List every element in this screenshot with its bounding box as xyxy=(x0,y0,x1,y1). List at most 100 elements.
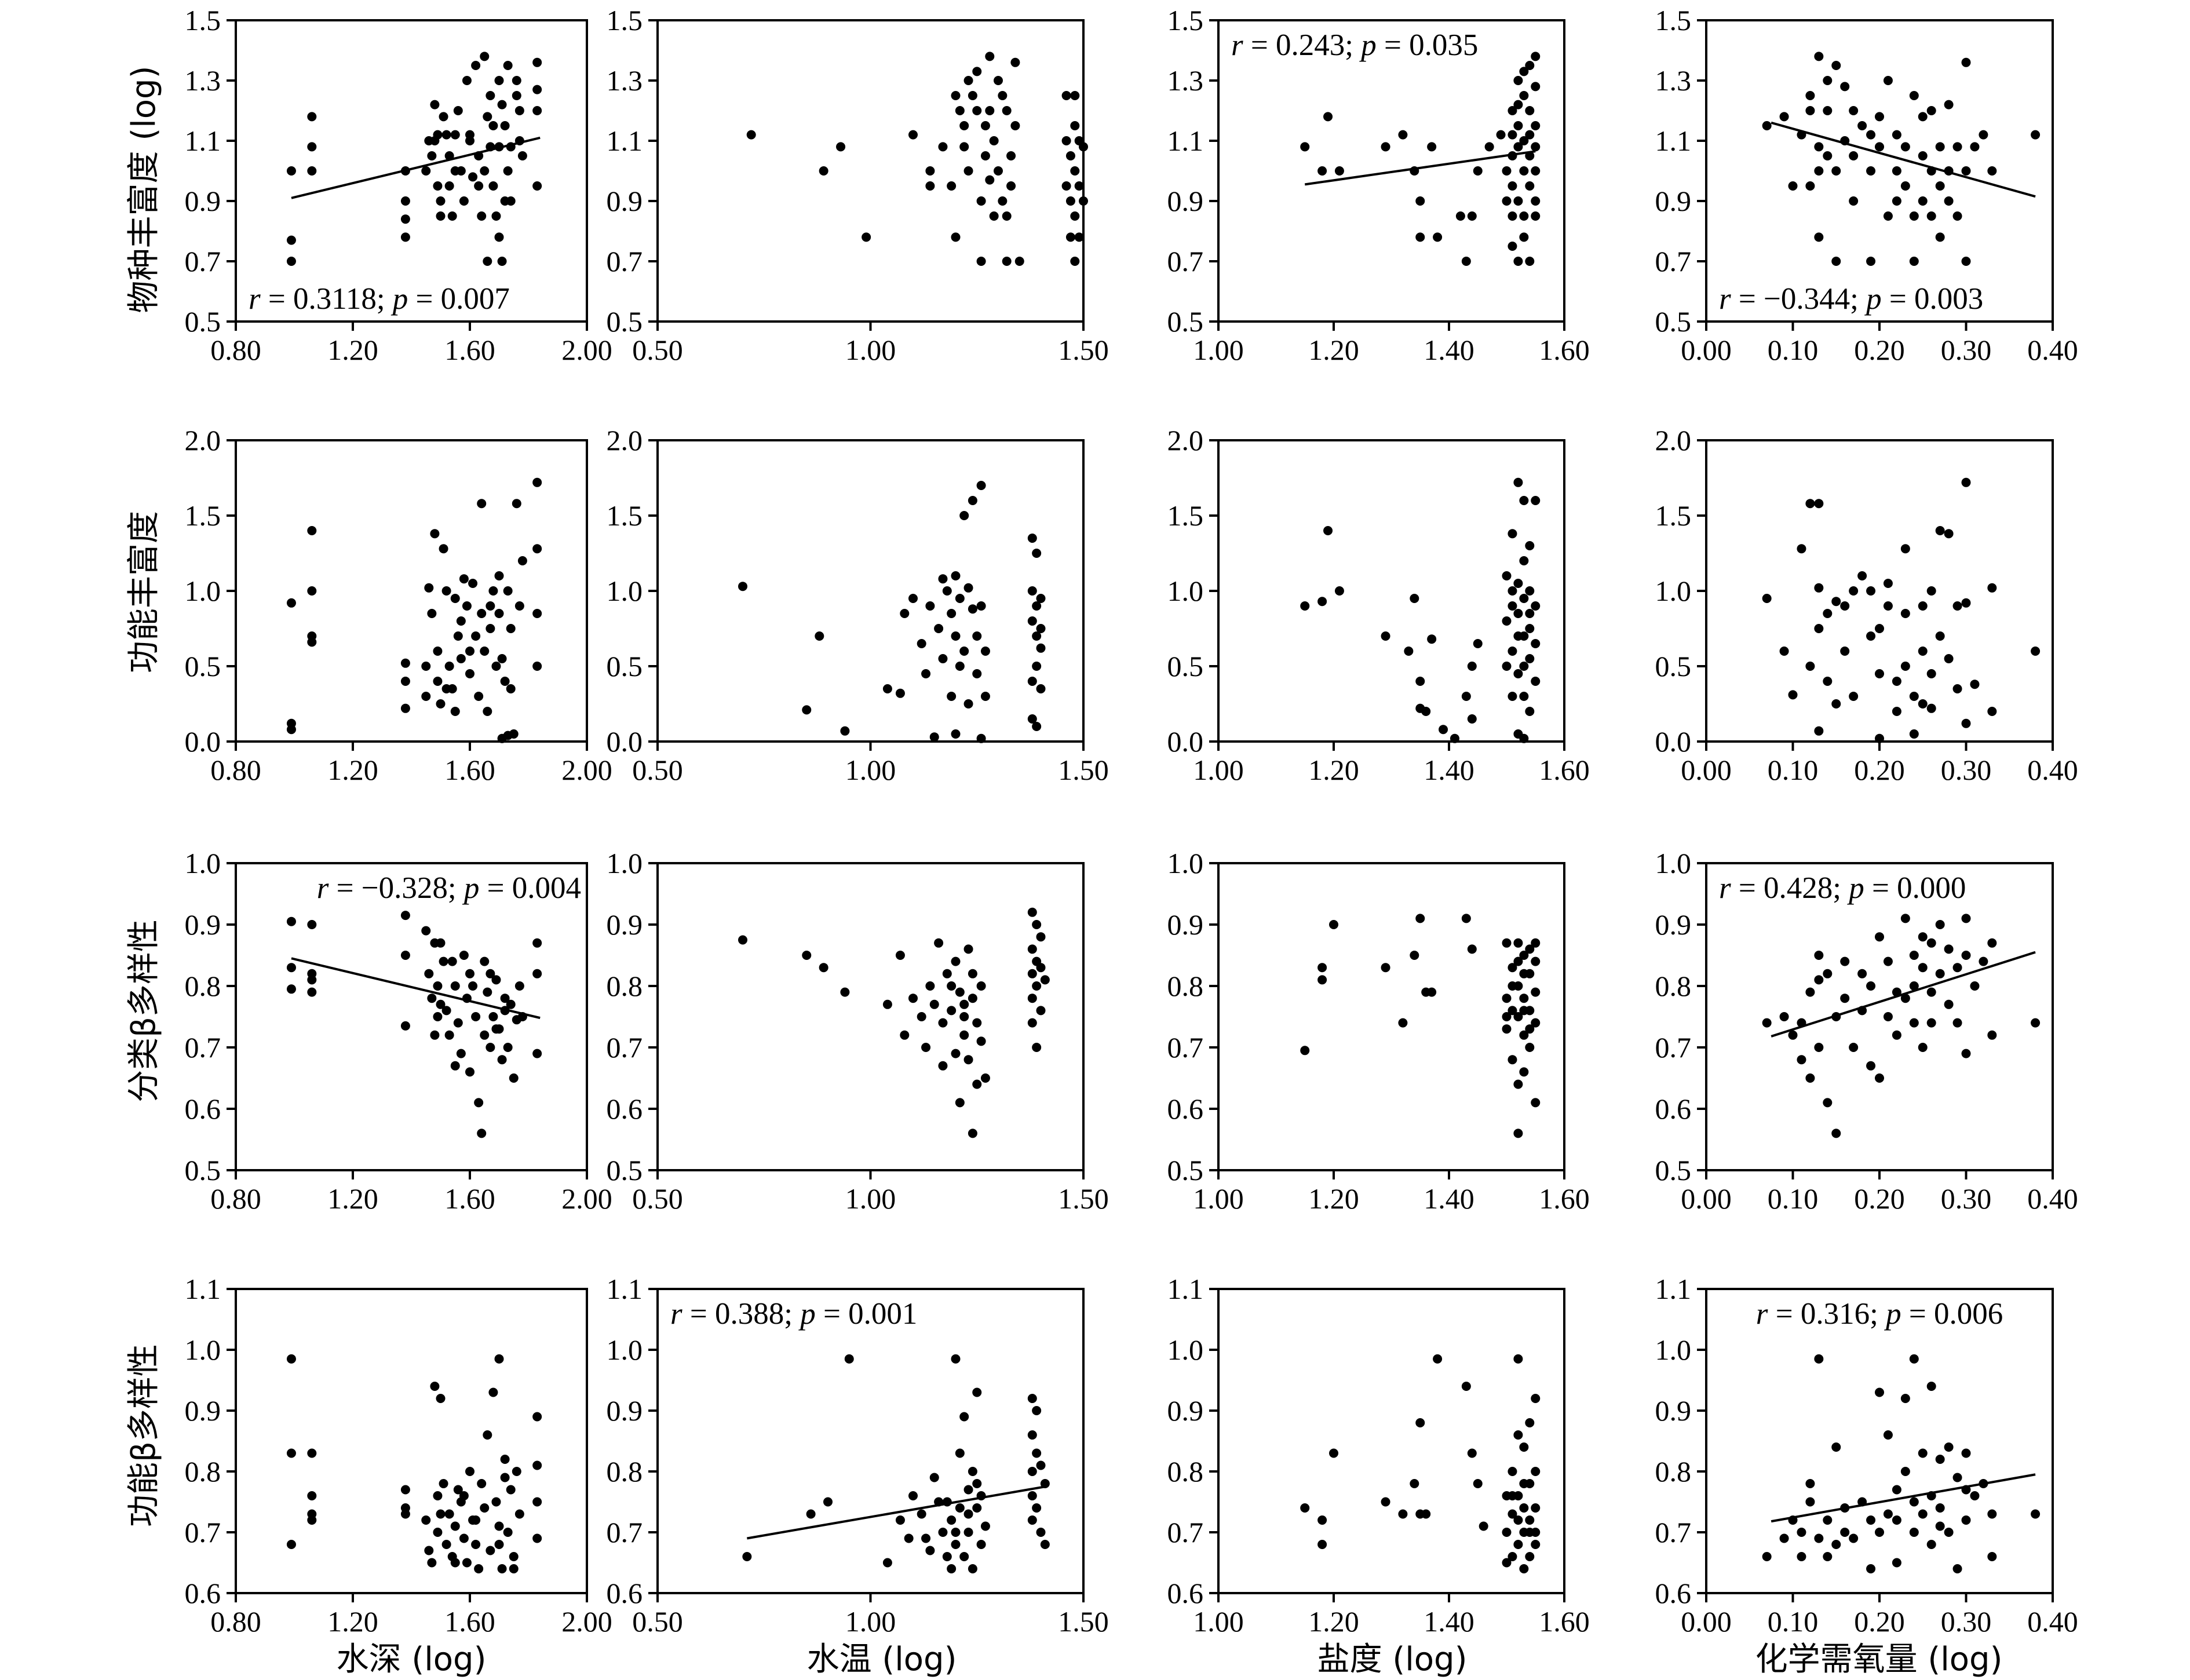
row-label-taxonomic-beta-diversity: 分类β多样性 xyxy=(125,919,163,1102)
data-point xyxy=(900,609,910,618)
data-point xyxy=(1519,232,1529,242)
x-tick-label: 0.00 xyxy=(1681,1182,1732,1215)
data-point xyxy=(1027,944,1037,954)
data-point xyxy=(900,1030,910,1040)
scatter-panel-p10: 0.80 1.20 1.60 2.00 0.0 0.5 1.0 1.5 2.0 xyxy=(185,424,612,786)
data-point xyxy=(994,166,1003,176)
row-label-functional-richness: 功能丰富度 xyxy=(125,511,163,673)
data-point xyxy=(1032,981,1042,991)
data-point xyxy=(1918,151,1928,160)
plot-frame xyxy=(235,19,588,323)
data-point xyxy=(1531,1503,1541,1513)
data-point xyxy=(1065,232,1075,242)
data-point xyxy=(1900,914,1910,923)
data-point xyxy=(976,1540,986,1549)
data-point xyxy=(1926,669,1936,678)
data-point xyxy=(951,571,961,580)
data-point xyxy=(1961,1515,1971,1525)
data-point xyxy=(955,1448,965,1458)
data-point xyxy=(1926,1382,1936,1391)
data-point xyxy=(1918,963,1928,973)
y-tick-label: 0.7 xyxy=(185,245,221,277)
data-point xyxy=(1513,142,1523,152)
plot-frame xyxy=(656,1288,1085,1594)
data-point xyxy=(1883,1509,1893,1519)
data-point xyxy=(286,166,296,176)
data-point xyxy=(307,987,317,997)
y-tick-label: 0.6 xyxy=(1167,1577,1204,1609)
data-point xyxy=(1421,1509,1431,1519)
data-point xyxy=(497,1564,507,1573)
data-point xyxy=(1918,1043,1928,1052)
y-tick-label: 1.0 xyxy=(1167,1334,1204,1366)
data-point xyxy=(483,707,492,716)
data-point xyxy=(1531,142,1541,152)
data-point xyxy=(947,609,957,618)
data-point xyxy=(1519,951,1529,960)
correlation-annotation: r = 0.3118; p = 0.007 xyxy=(249,282,510,316)
data-point xyxy=(477,499,487,509)
y-tick-label: 0.8 xyxy=(1655,1455,1692,1488)
data-point xyxy=(483,1430,492,1440)
x-tick-label: 1.20 xyxy=(327,1605,378,1638)
data-point xyxy=(947,1515,957,1525)
y-tick-label: 1.1 xyxy=(1655,1273,1692,1305)
data-point xyxy=(307,975,317,985)
data-point xyxy=(1918,196,1928,206)
data-point xyxy=(1036,963,1046,973)
data-point xyxy=(1323,526,1333,535)
data-point xyxy=(450,1061,460,1071)
data-point xyxy=(1508,130,1517,140)
data-point xyxy=(2031,1018,2041,1028)
data-point xyxy=(483,987,492,997)
data-point xyxy=(1525,707,1535,716)
data-point xyxy=(1823,1515,1833,1525)
data-point xyxy=(532,477,542,487)
data-point xyxy=(514,1509,524,1519)
data-point xyxy=(509,1073,519,1083)
data-point xyxy=(1814,624,1824,633)
data-point xyxy=(1415,1418,1425,1427)
data-point xyxy=(468,981,478,991)
data-point xyxy=(532,181,542,191)
x-tick-label: 0.40 xyxy=(2027,1182,2078,1215)
data-point xyxy=(1502,938,1512,948)
data-point xyxy=(998,196,1008,206)
y-tick-label: 1.0 xyxy=(1167,847,1204,879)
col-label-water-temperature: 水温 (log) xyxy=(807,1641,957,1678)
data-point xyxy=(917,639,926,648)
data-point xyxy=(1883,1012,1893,1021)
data-point xyxy=(895,1515,905,1525)
col-label-salinity: 盐度 (log) xyxy=(1317,1641,1468,1678)
x-tick-label: 0.00 xyxy=(1681,754,1732,786)
data-point xyxy=(500,121,510,130)
data-point xyxy=(400,677,410,686)
data-point xyxy=(1831,257,1841,266)
data-point xyxy=(488,181,498,191)
y-tick-label: 0.7 xyxy=(1655,245,1692,277)
scatter-panel-p31: 0.50 1.00 1.50 0.6 0.7 0.8 0.9 1.0 1.1 r = 0.388;… xyxy=(607,1273,1109,1638)
data-point xyxy=(1461,257,1471,266)
data-point xyxy=(1002,257,1012,266)
y-tick-label: 0.6 xyxy=(1655,1577,1692,1609)
data-point xyxy=(433,647,443,656)
data-point xyxy=(1467,1448,1477,1458)
data-point xyxy=(1918,112,1928,122)
data-point xyxy=(1866,1061,1876,1071)
data-point xyxy=(471,1012,481,1021)
data-point xyxy=(963,1485,973,1495)
data-point xyxy=(1926,1540,1936,1549)
data-point xyxy=(1952,211,1962,221)
data-point xyxy=(494,1540,504,1549)
data-point xyxy=(921,1043,931,1052)
data-point xyxy=(441,586,451,596)
data-point xyxy=(465,969,475,978)
data-point xyxy=(1032,1406,1042,1415)
y-tick-label: 1.1 xyxy=(607,1273,643,1305)
data-point xyxy=(1823,609,1833,618)
data-point xyxy=(436,1509,446,1519)
data-point xyxy=(471,61,481,70)
data-point xyxy=(746,130,756,140)
data-point xyxy=(1027,994,1037,1003)
data-point xyxy=(450,1521,460,1531)
